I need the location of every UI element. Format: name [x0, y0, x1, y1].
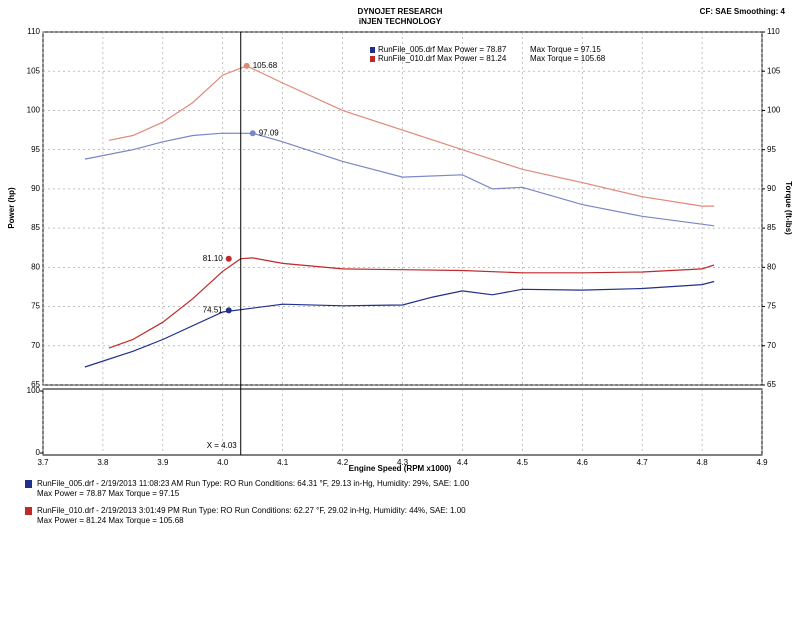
- title: DYNOJET RESEARCH: [358, 7, 443, 16]
- legend-swatch: [370, 56, 375, 62]
- legend-label: RunFile_010.drf Max Power = 81.24: [378, 54, 507, 63]
- lower-tick-label: 100: [27, 386, 41, 395]
- marker-label: 81.10: [203, 254, 224, 263]
- marker-label: 97.09: [259, 128, 280, 137]
- run-swatch: [25, 480, 32, 488]
- run-line1: RunFile_010.drf - 2/19/2013 3:01:49 PM R…: [37, 506, 466, 515]
- run-line2: Max Power = 81.24 Max Torque = 105.68: [37, 516, 184, 525]
- series-line: [84, 132, 715, 227]
- x-tick-label: 4.1: [277, 458, 289, 467]
- marker: [243, 62, 250, 69]
- run-swatch: [25, 507, 32, 515]
- y2-tick-label: 90: [767, 184, 776, 193]
- y-tick-label: 100: [27, 106, 41, 115]
- marker-label: 74.51: [203, 306, 224, 315]
- legend-swatch: [370, 47, 375, 53]
- y-axis-title: Power (hp): [7, 187, 16, 229]
- x-tick-label: 3.7: [37, 458, 49, 467]
- x-tick-label: 4.3: [397, 458, 409, 467]
- y-tick-label: 75: [31, 302, 40, 311]
- run-line2: Max Power = 78.87 Max Torque = 97.15: [37, 489, 180, 498]
- x-tick-label: 4.9: [756, 458, 768, 467]
- run-line1: RunFile_005.drf - 2/19/2013 11:08:23 AM …: [37, 479, 470, 488]
- y-tick-label: 105: [27, 66, 41, 75]
- legend-extra: Max Torque = 97.15: [530, 45, 601, 54]
- marker: [225, 307, 232, 314]
- y-tick-label: 70: [31, 341, 40, 350]
- y2-tick-label: 85: [767, 223, 776, 232]
- y2-tick-label: 65: [767, 380, 776, 389]
- x-tick-label: 3.8: [97, 458, 109, 467]
- settings: CF: SAE Smoothing: 4: [700, 7, 786, 16]
- x-tick-label: 4.8: [697, 458, 709, 467]
- y-tick-label: 80: [31, 262, 40, 271]
- y-tick-label: 65: [31, 380, 40, 389]
- x-tick-label: 4.2: [337, 458, 349, 467]
- legend-extra: Max Torque = 105.68: [530, 54, 606, 63]
- x-axis-title: Engine Speed (RPM x1000): [349, 464, 452, 473]
- x-tick-label: 4.5: [517, 458, 529, 467]
- y2-tick-label: 70: [767, 341, 776, 350]
- subtitle: iNJEN TECHNOLOGY: [359, 17, 442, 26]
- y2-tick-label: 110: [767, 27, 780, 36]
- series-line: [108, 257, 715, 349]
- series-line: [108, 65, 715, 207]
- y2-tick-label: 75: [767, 302, 776, 311]
- series-line: [84, 280, 715, 368]
- x-tick-label: 4.4: [457, 458, 469, 467]
- y-tick-label: 90: [31, 184, 40, 193]
- y-tick-label: 110: [27, 27, 40, 36]
- y-tick-label: 95: [31, 145, 40, 154]
- lower-tick-label: 0: [36, 448, 41, 457]
- x-tick-label: 3.9: [157, 458, 169, 467]
- marker-label: 105.68: [253, 61, 278, 70]
- y-tick-label: 85: [31, 223, 40, 232]
- y2-tick-label: 105: [767, 66, 781, 75]
- y2-tick-label: 95: [767, 145, 776, 154]
- x-tick-label: 4.7: [637, 458, 649, 467]
- y2-axis-title: Torque (ft-lbs): [784, 181, 793, 235]
- x-tick-label: 4.6: [577, 458, 589, 467]
- y2-tick-label: 100: [767, 106, 781, 115]
- y2-tick-label: 80: [767, 262, 776, 271]
- cursor-label: X = 4.03: [207, 441, 238, 450]
- marker: [225, 255, 232, 262]
- x-tick-label: 4.0: [217, 458, 229, 467]
- legend-label: RunFile_005.drf Max Power = 78.87: [378, 45, 507, 54]
- marker: [249, 130, 256, 137]
